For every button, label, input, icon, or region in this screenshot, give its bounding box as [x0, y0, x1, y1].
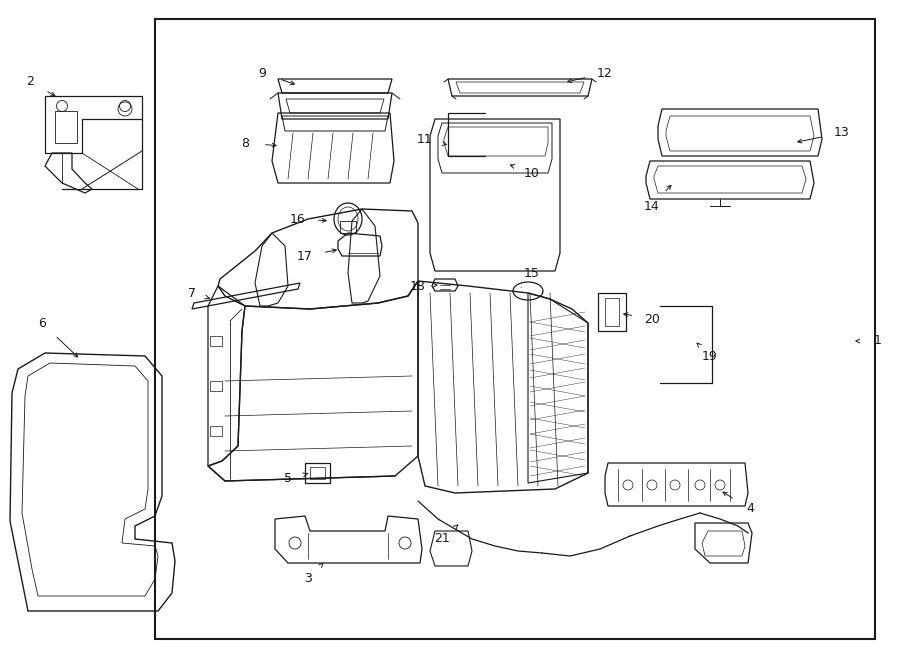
Bar [210, 381, 222, 391]
Text: 18: 18 [410, 280, 426, 293]
Bar [155, 19, 875, 639]
Text: 17: 17 [297, 249, 313, 262]
Bar [310, 467, 325, 479]
Text: 7: 7 [188, 286, 196, 299]
Bar [340, 221, 356, 233]
Text: 1: 1 [874, 334, 882, 348]
Text: 20: 20 [644, 313, 660, 325]
Text: 19: 19 [702, 350, 718, 362]
Bar [605, 298, 619, 326]
Text: 12: 12 [597, 67, 613, 79]
Text: 15: 15 [524, 266, 540, 280]
Text: 6: 6 [38, 317, 46, 329]
Bar [210, 336, 222, 346]
Text: 13: 13 [834, 126, 850, 139]
Bar [55, 111, 77, 143]
Text: 9: 9 [258, 67, 265, 79]
Text: 3: 3 [304, 572, 312, 586]
Text: 11: 11 [417, 132, 433, 145]
Text: 4: 4 [746, 502, 754, 516]
Bar [305, 463, 330, 483]
Bar [598, 293, 626, 331]
Text: 21: 21 [434, 533, 450, 545]
Text: 8: 8 [241, 137, 249, 149]
Text: 10: 10 [524, 167, 540, 180]
Text: 16: 16 [290, 212, 306, 225]
Bar [210, 426, 222, 436]
Text: 14: 14 [644, 200, 660, 212]
Text: 2: 2 [26, 75, 34, 87]
Text: 5: 5 [284, 473, 292, 485]
